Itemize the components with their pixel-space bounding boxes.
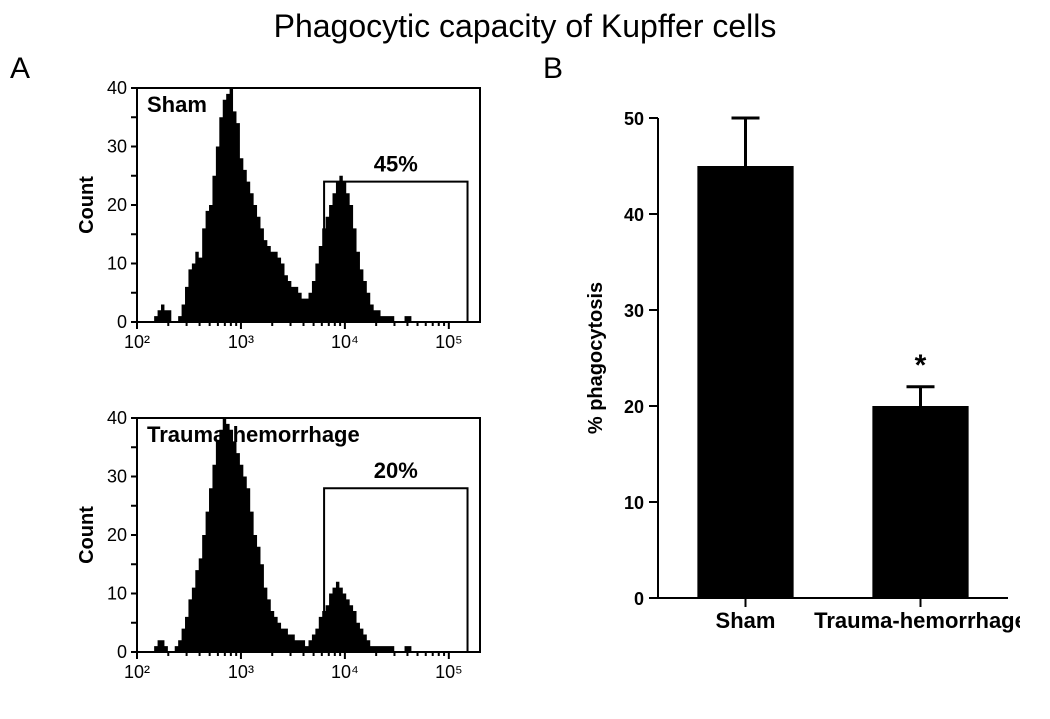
barchart: 0 10 20 30 40 50 % phagocytosis Sham Trauma-hemo… — [580, 98, 1020, 658]
svg-text:10³: 10³ — [228, 332, 254, 352]
panel-label-a: A — [10, 52, 30, 86]
svg-text:0: 0 — [117, 642, 127, 662]
svg-text:Trauma-hemorrhage: Trauma-hemorrhage — [147, 422, 360, 447]
svg-text:10²: 10² — [124, 332, 150, 352]
histogram-trauma: 0 10 20 30 40 Count 10² 10³ 10⁴ 10⁵ Trauma-hemorrh… — [75, 400, 495, 690]
svg-text:% phagocytosis: % phagocytosis — [585, 282, 607, 434]
svg-text:Sham: Sham — [147, 92, 207, 117]
svg-text:*: * — [915, 349, 927, 382]
svg-text:10³: 10³ — [228, 662, 254, 682]
svg-text:10: 10 — [107, 584, 127, 604]
svg-text:0: 0 — [634, 589, 644, 609]
svg-text:20: 20 — [107, 525, 127, 545]
svg-text:45%: 45% — [374, 152, 418, 177]
panel-label-b: B — [543, 52, 563, 86]
figure-title: Phagocytic capacity of Kupffer cells — [0, 8, 1050, 45]
svg-text:10⁵: 10⁵ — [435, 662, 462, 682]
svg-text:10⁴: 10⁴ — [331, 662, 359, 682]
svg-text:50: 50 — [624, 109, 644, 129]
svg-text:Trauma-hemorrhage: Trauma-hemorrhage — [814, 608, 1020, 633]
svg-text:10: 10 — [624, 493, 644, 513]
svg-text:30: 30 — [624, 301, 644, 321]
svg-text:0: 0 — [117, 312, 127, 332]
svg-text:40: 40 — [107, 78, 127, 98]
svg-text:10²: 10² — [124, 662, 150, 682]
figure: Phagocytic capacity of Kupffer cells A B… — [0, 0, 1050, 719]
svg-text:20: 20 — [624, 397, 644, 417]
svg-text:Count: Count — [76, 506, 98, 564]
svg-text:Sham: Sham — [716, 608, 776, 633]
svg-text:20: 20 — [107, 195, 127, 215]
svg-text:10⁴: 10⁴ — [331, 332, 359, 352]
histogram-sham: 0 10 20 30 40 Count 10² 10³ 10⁴ 10⁵ Sham 45% — [75, 70, 495, 360]
svg-text:10: 10 — [107, 254, 127, 274]
svg-text:10⁵: 10⁵ — [435, 332, 462, 352]
svg-text:20%: 20% — [374, 458, 418, 483]
svg-text:Count: Count — [76, 176, 98, 234]
svg-text:30: 30 — [107, 467, 127, 487]
svg-text:30: 30 — [107, 137, 127, 157]
svg-text:40: 40 — [107, 408, 127, 428]
svg-text:40: 40 — [624, 205, 644, 225]
